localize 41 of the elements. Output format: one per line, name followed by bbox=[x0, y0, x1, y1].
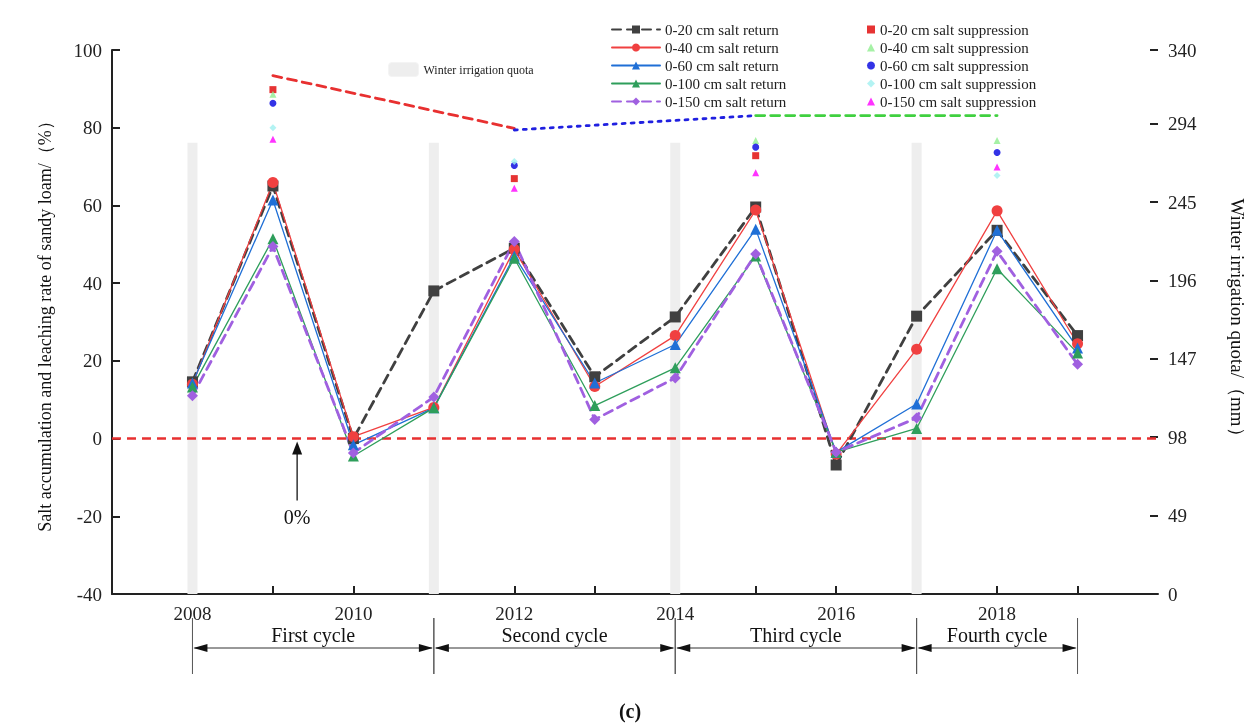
legend-label: 0-60 cm salt return bbox=[665, 57, 780, 74]
x-tick-label: 2008 bbox=[173, 603, 212, 624]
y-tick-label: 0 bbox=[92, 428, 102, 450]
text: (c) bbox=[618, 700, 642, 723]
text: Second cycle bbox=[501, 624, 608, 647]
legend-label: 0-60 cm salt suppression bbox=[880, 57, 1030, 74]
legend-label: 0-40 cm salt return bbox=[665, 39, 780, 56]
y2-tick-label: 0 bbox=[1168, 583, 1178, 605]
y2-axis-title: Winter irrigation quota/（mm） bbox=[1227, 198, 1248, 446]
y-tick-label: -40 bbox=[76, 583, 102, 605]
y2-tick-label: 196 bbox=[1168, 269, 1197, 291]
x-tick-label: 2018 bbox=[978, 603, 1017, 624]
y-tick-label: 20 bbox=[83, 350, 102, 372]
text: Fourth cycle bbox=[946, 624, 1048, 647]
y2-tick-label: 294 bbox=[1168, 113, 1197, 135]
x-tick-label: 2010 bbox=[334, 603, 373, 624]
y-tick-label: 100 bbox=[73, 39, 102, 61]
y-tick-label: 60 bbox=[83, 194, 102, 216]
x-tick-label: 2014 bbox=[656, 603, 695, 624]
y2-tick-label: 49 bbox=[1168, 505, 1187, 527]
y-axis-title: Salt accumulation and leaching rate of sandy loam/（%） bbox=[35, 112, 55, 532]
text: First cycle bbox=[271, 624, 356, 647]
legend-label: 0-100 cm salt return bbox=[665, 75, 787, 92]
legend-label: 0-20 cm salt suppression bbox=[880, 21, 1030, 38]
y-tick-label: 80 bbox=[83, 117, 102, 139]
annotation: 0% bbox=[283, 505, 311, 528]
y2-tick-label: 98 bbox=[1168, 426, 1187, 448]
y-tick-label: 40 bbox=[83, 272, 102, 294]
legend-label: 0-150 cm salt return bbox=[665, 93, 787, 110]
x-tick-label: 2012 bbox=[495, 603, 534, 624]
legend-label: 0-20 cm salt return bbox=[665, 21, 780, 38]
legend-label: 0-100 cm salt suppression bbox=[880, 75, 1037, 92]
y-tick-label: -20 bbox=[76, 505, 102, 527]
x-tick-label: 2016 bbox=[817, 603, 856, 624]
y2-tick-label: 340 bbox=[1168, 39, 1197, 61]
y2-tick-label: 245 bbox=[1168, 191, 1197, 213]
legend-label: Winter irrigation quota bbox=[423, 62, 535, 77]
legend-label: 0-150 cm salt suppression bbox=[880, 93, 1037, 110]
y2-tick-label: 147 bbox=[1168, 348, 1197, 370]
text: Third cycle bbox=[750, 624, 842, 647]
legend-label: 0-40 cm salt suppression bbox=[880, 39, 1030, 56]
